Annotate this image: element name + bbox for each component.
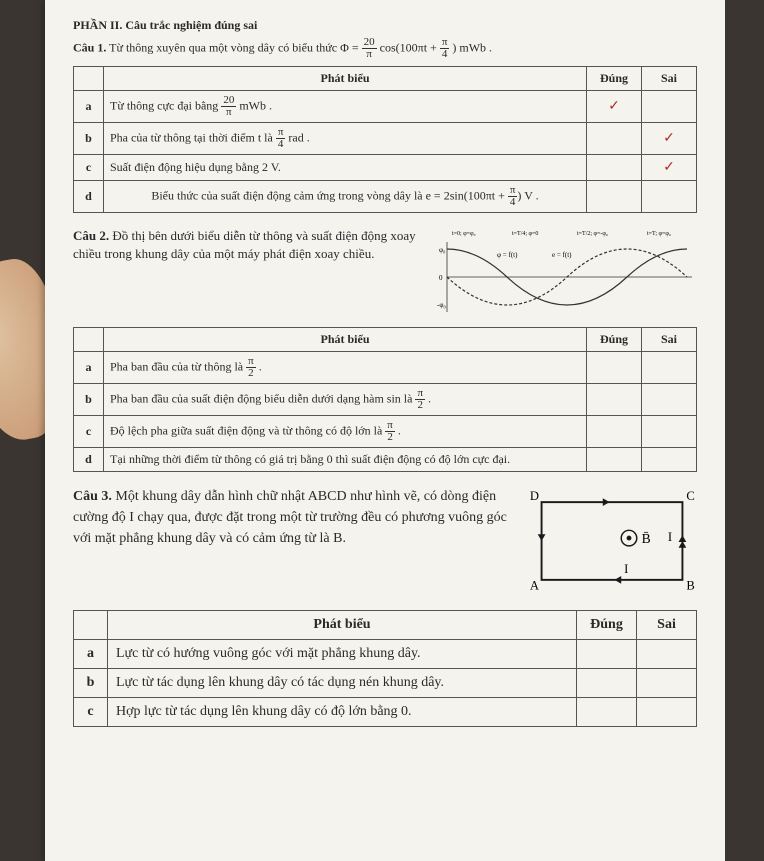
table-row: a Từ thông cực đại bằng 20π mWb . ✓ (74, 91, 697, 123)
table-row: a Pha ban đầu của từ thông là π2 . (74, 352, 697, 384)
col-dung: Đúng (577, 611, 637, 640)
svg-text:A: A (530, 579, 540, 593)
fraction: 20π (362, 37, 377, 60)
svg-text:I: I (624, 562, 628, 576)
col-dung: Đúng (587, 328, 642, 352)
arrow-icon (679, 535, 687, 542)
svg-text:φ₀: φ₀ (439, 246, 446, 254)
arrow-icon (679, 541, 687, 548)
table-row: b Lực từ tác dụng lên khung dây có tác d… (74, 669, 697, 698)
table-row: b Pha ban đầu của suất điện động biểu di… (74, 384, 697, 416)
arrow-icon (603, 498, 610, 506)
svg-text:t=T/4; φ=0: t=T/4; φ=0 (512, 231, 538, 237)
svg-text:t=0; φ=φ₀: t=0; φ=φ₀ (452, 231, 476, 237)
svg-text:B̄: B̄ (642, 531, 651, 546)
table-row: c Hợp lực từ tác dụng lên khung dây có đ… (74, 698, 697, 727)
svg-text:0: 0 (439, 274, 443, 282)
q3-label: Câu 3. (73, 489, 112, 504)
svg-text:φ = f(t): φ = f(t) (497, 251, 518, 259)
svg-text:-φ₀: -φ₀ (437, 301, 446, 309)
svg-text:e = f(t): e = f(t) (552, 251, 572, 259)
col-statement: Phát biểu (104, 67, 587, 91)
svg-text:B: B (686, 579, 694, 593)
col-statement: Phát biểu (108, 611, 577, 640)
table-row: d Tại những thời điểm từ thông có giá tr… (74, 448, 697, 472)
arrow-icon (538, 534, 546, 541)
q3-intro: Câu 3. Một khung dây dẫn hình chữ nhật A… (73, 486, 511, 549)
svg-text:t=T/2; φ=-φ₀: t=T/2; φ=-φ₀ (577, 231, 608, 237)
q2-table: Phát biểu Đúng Sai a Pha ban đầu của từ … (73, 327, 697, 472)
q3-circuit-diagram: D C A B I I B̄ (527, 486, 697, 596)
table-row: c Suất điện động hiệu dụng bằng 2 V. ✓ (74, 155, 697, 181)
col-statement: Phát biểu (104, 328, 587, 352)
q1-label: Câu 1. (73, 40, 106, 54)
q2-sine-graph: t=0; φ=φ₀ t=T/4; φ=0 t=T/2; φ=-φ₀ t=T; φ… (437, 227, 697, 317)
table-row: d Biểu thức của suất điện động cảm ứng t… (74, 181, 697, 213)
col-dung: Đúng (587, 67, 642, 91)
q2-intro: Câu 2. Đồ thị bên dưới biểu diễn từ thôn… (73, 227, 427, 263)
col-sai: Sai (642, 328, 697, 352)
table-row: a Lực từ có hướng vuông góc với mặt phẳn… (74, 640, 697, 669)
svg-text:C: C (686, 489, 694, 503)
q3-table: Phát biểu Đúng Sai a Lực từ có hướng vuô… (73, 610, 697, 727)
svg-text:D: D (530, 489, 539, 503)
table-row: c Độ lệch pha giữa suất điện động và từ … (74, 416, 697, 448)
arrow-icon (614, 576, 621, 584)
fraction: π4 (440, 37, 450, 60)
section-header: PHẦN II. Câu trắc nghiệm đúng sai (73, 18, 697, 33)
exam-paper: PHẦN II. Câu trắc nghiệm đúng sai Câu 1.… (45, 0, 725, 861)
check-mark: ✓ (642, 123, 697, 155)
svg-text:I: I (668, 530, 672, 544)
col-sai: Sai (637, 611, 697, 640)
check-mark (642, 91, 697, 123)
check-mark: ✓ (587, 91, 642, 123)
svg-text:t=T; φ=φ₀: t=T; φ=φ₀ (647, 231, 671, 237)
q1-intro: Câu 1. Từ thông xuyên qua một vòng dây c… (73, 37, 697, 60)
table-row: b Pha của từ thông tại thời điểm t là π4… (74, 123, 697, 155)
q1-table: Phát biểu Đúng Sai a Từ thông cực đại bằ… (73, 66, 697, 213)
col-sai: Sai (642, 67, 697, 91)
check-mark: ✓ (642, 155, 697, 181)
q2-label: Câu 2. (73, 228, 109, 243)
